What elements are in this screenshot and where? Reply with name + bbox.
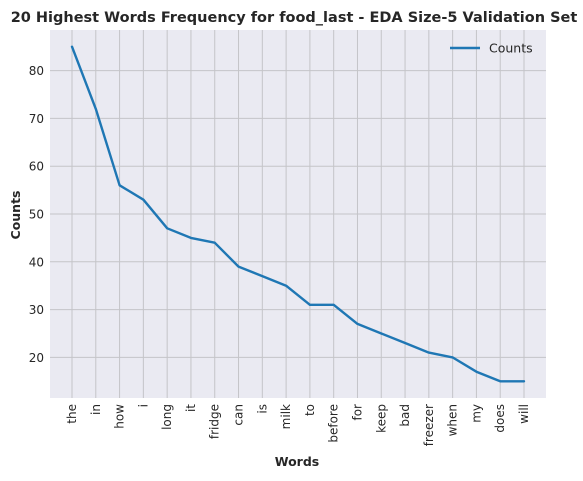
x-axis-ticks: the in how i long it fridge can is milk to before fo…: [65, 404, 531, 447]
legend-label: Counts: [489, 41, 533, 56]
x-tick-label: my: [469, 404, 483, 423]
x-tick-label: can: [232, 404, 246, 426]
x-tick-label: fridge: [208, 404, 222, 439]
series-line: [70, 45, 526, 383]
y-tick-label: 60: [29, 160, 44, 174]
x-tick-label: it: [184, 404, 198, 412]
x-tick-label: before: [327, 404, 341, 443]
data-point: [380, 332, 383, 335]
data-point: [285, 284, 288, 287]
x-tick-label: i: [136, 404, 150, 407]
data-point: [356, 323, 359, 325]
data-point: [237, 265, 240, 268]
data-point: [523, 380, 525, 383]
x-tick-label: does: [493, 404, 507, 433]
chart-title: 20 Highest Words Frequency for food_last…: [11, 10, 578, 26]
data-point: [213, 241, 216, 244]
x-tick-label: freezer: [422, 404, 436, 446]
grid-lines: [50, 30, 546, 398]
data-point: [499, 380, 502, 383]
x-tick-label: when: [446, 404, 460, 436]
x-tick-label: to: [303, 404, 317, 416]
data-point: [94, 107, 97, 110]
data-point: [190, 236, 192, 239]
x-tick-label: is: [255, 404, 269, 414]
x-tick-label: how: [113, 404, 127, 429]
data-point: [308, 303, 311, 306]
y-tick-label: 80: [29, 64, 44, 78]
x-tick-label: for: [350, 404, 364, 421]
data-point: [142, 198, 145, 201]
data-point: [451, 356, 454, 359]
y-tick-label: 20: [29, 351, 44, 365]
y-tick-label: 30: [29, 303, 44, 317]
y-axis-ticks: 20 30 40 50 60 70 80: [29, 64, 44, 365]
y-tick-label: 50: [29, 208, 44, 222]
x-tick-label: long: [160, 404, 174, 430]
data-point: [404, 342, 406, 344]
x-tick-label: keep: [374, 404, 388, 433]
data-point: [71, 45, 73, 48]
x-tick-label: in: [89, 404, 103, 415]
y-tick-label: 70: [29, 112, 44, 126]
series-layer: [70, 45, 526, 383]
data-point: [166, 227, 169, 230]
x-tick-label: the: [65, 404, 79, 424]
x-tick-label: will: [517, 404, 531, 424]
x-tick-label: milk: [279, 404, 293, 429]
x-tick-label: bad: [398, 404, 412, 427]
legend: Counts: [450, 41, 533, 56]
data-point: [427, 351, 430, 354]
y-axis-label: Counts: [8, 191, 23, 240]
data-point: [261, 275, 264, 278]
x-axis-label: Words: [275, 454, 319, 469]
y-tick-label: 40: [29, 255, 44, 269]
data-point: [332, 303, 335, 306]
data-point: [118, 184, 121, 187]
data-point: [475, 370, 478, 373]
